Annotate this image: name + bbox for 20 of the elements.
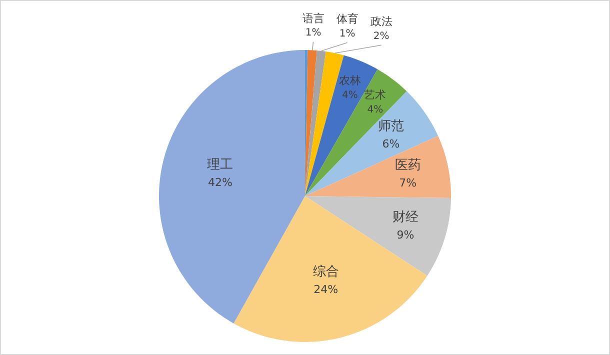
data-label: 2% [373,30,390,42]
slice-label: 农林 [338,74,361,88]
data-label: 7% [399,176,417,190]
data-label: 4% [367,104,384,116]
data-label: 42% [208,176,232,189]
slice-label: 师范 [378,119,404,134]
slice-label: 政法 [370,15,392,28]
slice-label: 理工 [207,157,234,172]
slice-label: 医药 [394,158,421,174]
data-label: 9% [396,228,414,242]
slice-label: 艺术 [364,88,386,102]
data-label: 4% [342,90,358,101]
slice-label: 体育 [336,12,358,26]
slice-label: 综合 [312,264,339,280]
data-label: 1% [305,28,322,39]
data-label: 24% [314,283,338,296]
data-label: 1% [339,28,356,40]
slice-label: 财经 [392,210,418,226]
slice-label: 语言 [302,12,324,25]
data-label: 6% [382,138,400,151]
